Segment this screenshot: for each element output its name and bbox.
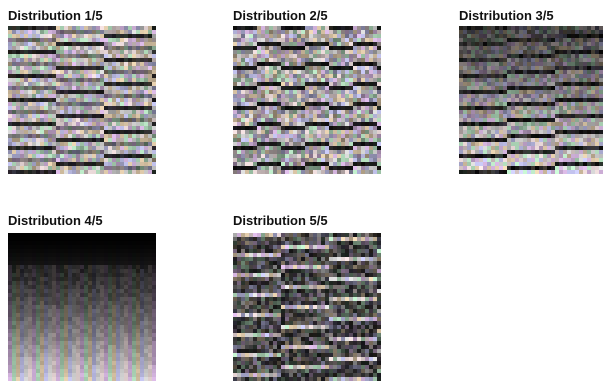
- panel-title: Distribution 5/5: [233, 213, 328, 228]
- distribution-image: [233, 26, 381, 174]
- panel-title: Distribution 2/5: [233, 8, 328, 23]
- panel-title: Distribution 4/5: [8, 213, 103, 228]
- distribution-image: [459, 26, 603, 174]
- distribution-image: [8, 233, 156, 381]
- panel-title: Distribution 1/5: [8, 8, 103, 23]
- distribution-image: [233, 233, 381, 381]
- panel-title: Distribution 3/5: [459, 8, 554, 23]
- distribution-image: [8, 26, 156, 174]
